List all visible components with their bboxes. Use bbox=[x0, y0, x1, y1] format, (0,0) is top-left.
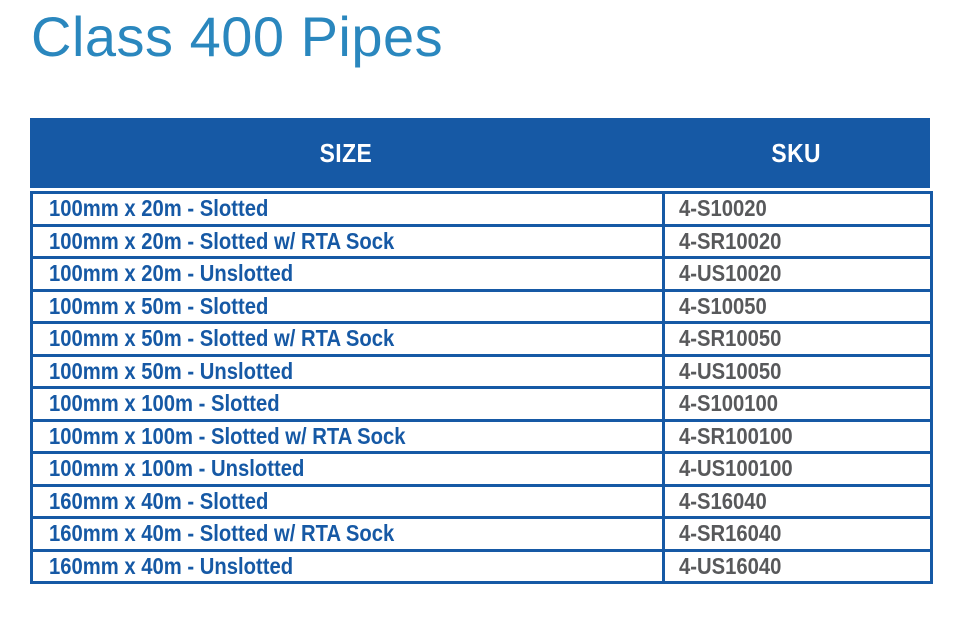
size-cell-text: 100mm x 100m - Unslotted bbox=[49, 455, 305, 482]
size-cell: 100mm x 20m - Slotted bbox=[30, 191, 665, 227]
table-row: 100mm x 50m - Slotted 4-S10050 bbox=[30, 288, 933, 324]
size-cell-text: 100mm x 20m - Slotted bbox=[49, 195, 269, 222]
size-cell: 160mm x 40m - Slotted bbox=[30, 483, 665, 519]
size-cell: 100mm x 100m - Unslotted bbox=[30, 451, 665, 487]
sku-cell-text: 4-US10020 bbox=[679, 260, 782, 287]
sku-cell-text: 4-SR100100 bbox=[679, 422, 793, 449]
size-cell: 160mm x 40m - Slotted w/ RTA Sock bbox=[30, 516, 665, 552]
size-cell: 100mm x 100m - Slotted bbox=[30, 386, 665, 422]
size-cell-text: 160mm x 40m - Slotted bbox=[49, 487, 269, 514]
sku-cell: 4-SR10050 bbox=[662, 321, 933, 357]
size-cell: 100mm x 50m - Unslotted bbox=[30, 353, 665, 389]
table-header-row: SIZE SKU bbox=[30, 118, 930, 188]
column-header-size-label: SIZE bbox=[319, 137, 373, 168]
column-header-size: SIZE bbox=[30, 118, 662, 188]
product-table: SIZE SKU 100mm x 20m - Slotted 4-S10020 … bbox=[30, 118, 933, 584]
table-body: 100mm x 20m - Slotted 4-S10020 100mm x 2… bbox=[30, 191, 933, 584]
sku-cell-text: 4-US100100 bbox=[679, 455, 793, 482]
table-row: 100mm x 100m - Unslotted 4-US100100 bbox=[30, 451, 933, 487]
page-title: Class 400 Pipes bbox=[31, 5, 444, 68]
sku-cell: 4-SR100100 bbox=[662, 418, 933, 454]
sku-cell-text: 4-S10020 bbox=[679, 195, 767, 222]
sku-cell: 4-S16040 bbox=[662, 483, 933, 519]
sku-cell-text: 4-SR10050 bbox=[679, 325, 782, 352]
sku-cell: 4-US100100 bbox=[662, 451, 933, 487]
sku-cell-text: 4-S100100 bbox=[679, 390, 779, 417]
size-cell-text: 100mm x 50m - Slotted w/ RTA Sock bbox=[49, 325, 395, 352]
table-row: 160mm x 40m - Unslotted 4-US16040 bbox=[30, 548, 933, 584]
table-row: 100mm x 50m - Slotted w/ RTA Sock 4-SR10… bbox=[30, 321, 933, 357]
size-cell: 100mm x 20m - Slotted w/ RTA Sock bbox=[30, 223, 665, 259]
sku-cell: 4-US10020 bbox=[662, 256, 933, 292]
table-row: 100mm x 100m - Slotted 4-S100100 bbox=[30, 386, 933, 422]
sku-cell-text: 4-SR10020 bbox=[679, 227, 782, 254]
table-row: 100mm x 50m - Unslotted 4-US10050 bbox=[30, 353, 933, 389]
sku-cell: 4-US10050 bbox=[662, 353, 933, 389]
table-row: 160mm x 40m - Slotted w/ RTA Sock 4-SR16… bbox=[30, 516, 933, 552]
size-cell: 100mm x 50m - Slotted bbox=[30, 288, 665, 324]
size-cell: 100mm x 100m - Slotted w/ RTA Sock bbox=[30, 418, 665, 454]
size-cell-text: 100mm x 50m - Slotted bbox=[49, 292, 269, 319]
sku-cell: 4-SR10020 bbox=[662, 223, 933, 259]
sku-cell: 4-S10020 bbox=[662, 191, 933, 227]
size-cell-text: 100mm x 100m - Slotted w/ RTA Sock bbox=[49, 422, 406, 449]
table-body-rows: 100mm x 20m - Slotted 4-S10020 100mm x 2… bbox=[30, 191, 933, 584]
sku-cell-text: 4-SR16040 bbox=[679, 520, 782, 547]
size-cell-text: 100mm x 20m - Unslotted bbox=[49, 260, 294, 287]
size-cell: 100mm x 20m - Unslotted bbox=[30, 256, 665, 292]
table-row: 100mm x 20m - Slotted w/ RTA Sock 4-SR10… bbox=[30, 223, 933, 259]
table-row: 160mm x 40m - Slotted 4-S16040 bbox=[30, 483, 933, 519]
sku-cell: 4-S10050 bbox=[662, 288, 933, 324]
size-cell-text: 100mm x 100m - Slotted bbox=[49, 390, 280, 417]
size-cell-text: 160mm x 40m - Unslotted bbox=[49, 552, 294, 579]
size-cell: 100mm x 50m - Slotted w/ RTA Sock bbox=[30, 321, 665, 357]
sku-cell-text: 4-US16040 bbox=[679, 552, 782, 579]
size-cell-text: 100mm x 50m - Unslotted bbox=[49, 357, 294, 384]
column-header-sku: SKU bbox=[662, 118, 930, 188]
table-row: 100mm x 20m - Unslotted 4-US10020 bbox=[30, 256, 933, 292]
size-cell-text: 160mm x 40m - Slotted w/ RTA Sock bbox=[49, 520, 395, 547]
sku-cell-text: 4-S10050 bbox=[679, 292, 767, 319]
sku-cell: 4-S100100 bbox=[662, 386, 933, 422]
sku-cell: 4-US16040 bbox=[662, 548, 933, 584]
sku-cell-text: 4-US10050 bbox=[679, 357, 782, 384]
sku-cell: 4-SR16040 bbox=[662, 516, 933, 552]
size-cell-text: 100mm x 20m - Slotted w/ RTA Sock bbox=[49, 227, 395, 254]
column-header-sku-label: SKU bbox=[771, 137, 821, 168]
size-cell: 160mm x 40m - Unslotted bbox=[30, 548, 665, 584]
table-row: 100mm x 100m - Slotted w/ RTA Sock 4-SR1… bbox=[30, 418, 933, 454]
table-row: 100mm x 20m - Slotted 4-S10020 bbox=[30, 191, 933, 227]
sku-cell-text: 4-S16040 bbox=[679, 487, 767, 514]
